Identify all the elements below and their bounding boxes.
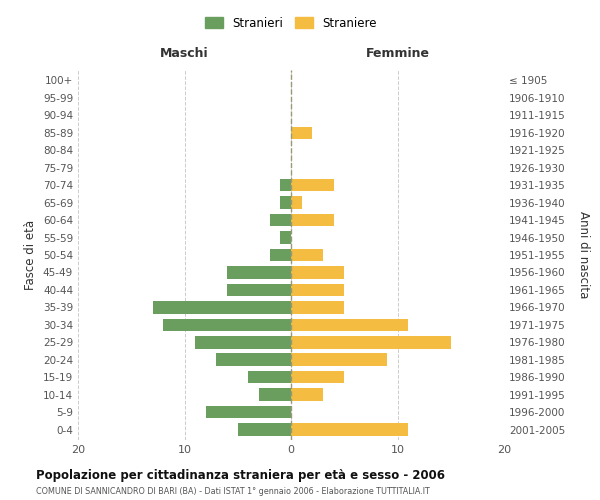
Y-axis label: Fasce di età: Fasce di età — [25, 220, 37, 290]
Bar — [270, 248, 291, 262]
Bar — [291, 318, 408, 331]
Bar — [291, 179, 334, 192]
Bar — [163, 318, 291, 331]
Bar — [291, 196, 302, 209]
Bar — [259, 388, 291, 401]
Bar — [291, 371, 344, 384]
Bar — [280, 232, 291, 244]
Bar — [291, 214, 334, 226]
Text: Maschi: Maschi — [160, 48, 209, 60]
Bar — [291, 248, 323, 262]
Bar — [217, 354, 291, 366]
Bar — [206, 406, 291, 418]
Bar — [291, 266, 344, 278]
Bar — [270, 214, 291, 226]
Y-axis label: Anni di nascita: Anni di nascita — [577, 212, 590, 298]
Bar — [227, 284, 291, 296]
Bar — [248, 371, 291, 384]
Text: Popolazione per cittadinanza straniera per età e sesso - 2006: Popolazione per cittadinanza straniera p… — [36, 470, 445, 482]
Bar — [280, 196, 291, 209]
Bar — [291, 336, 451, 348]
Bar — [291, 284, 344, 296]
Bar — [291, 301, 344, 314]
Bar — [227, 266, 291, 278]
Bar — [238, 423, 291, 436]
Legend: Stranieri, Straniere: Stranieri, Straniere — [205, 16, 377, 30]
Text: COMUNE DI SANNICANDRO DI BARI (BA) - Dati ISTAT 1° gennaio 2006 - Elaborazione T: COMUNE DI SANNICANDRO DI BARI (BA) - Dat… — [36, 487, 430, 496]
Bar — [152, 301, 291, 314]
Bar — [195, 336, 291, 348]
Bar — [291, 423, 408, 436]
Bar — [291, 354, 387, 366]
Text: Femmine: Femmine — [365, 48, 430, 60]
Bar — [280, 179, 291, 192]
Bar — [291, 388, 323, 401]
Bar — [291, 126, 313, 139]
